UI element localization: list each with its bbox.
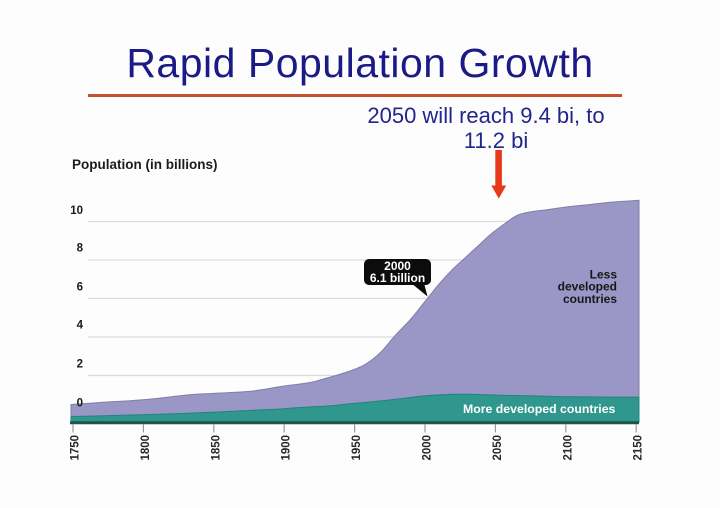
svg-text:6.1 billion: 6.1 billion [370, 271, 425, 285]
svg-text:developed: developed [558, 279, 617, 293]
svg-text:Less: Less [590, 268, 618, 282]
svg-text:2100: 2100 [562, 435, 574, 461]
svg-text:0: 0 [77, 398, 83, 410]
svg-text:2150: 2150 [633, 435, 645, 461]
svg-text:1850: 1850 [210, 435, 222, 461]
svg-text:1750: 1750 [70, 435, 82, 461]
svg-text:4: 4 [77, 320, 84, 332]
svg-text:countries: countries [563, 292, 617, 306]
svg-text:8: 8 [77, 243, 84, 255]
svg-text:2050: 2050 [492, 435, 504, 461]
svg-text:1950: 1950 [351, 435, 363, 461]
svg-text:2000: 2000 [384, 259, 411, 273]
svg-text:10: 10 [70, 205, 83, 217]
svg-text:1800: 1800 [140, 435, 152, 461]
svg-text:2000: 2000 [422, 435, 434, 461]
svg-text:More developed countries: More developed countries [463, 402, 616, 416]
svg-text:6: 6 [77, 282, 83, 294]
svg-text:1900: 1900 [281, 435, 293, 461]
svg-text:2: 2 [77, 359, 83, 371]
